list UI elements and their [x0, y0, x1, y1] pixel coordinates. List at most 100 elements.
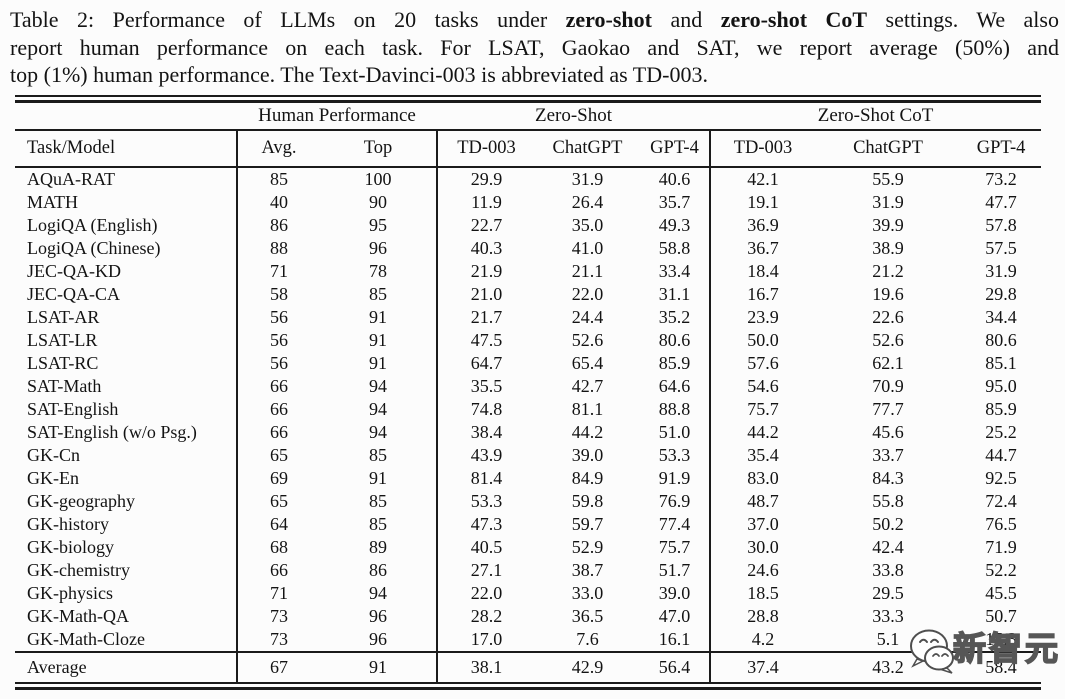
value-cell: 27.1: [436, 558, 535, 582]
value-cell: 29.9: [436, 166, 535, 191]
value-cell: 72.4: [985, 490, 1017, 511]
value-cell: 5.1: [876, 628, 900, 649]
value-cell: 57.8: [985, 214, 1017, 235]
task-name-cell: LSAT-LR: [27, 329, 98, 350]
table-row: LSAT-AR 56 91 21.7 24.4 35.2 23.9 22.6 34.4: [15, 305, 1041, 329]
task-name-cell: AQuA-RAT: [27, 168, 115, 189]
table-caption: Table 2: Performance of LLMs on 20 tasks…: [10, 6, 1059, 89]
value-cell: 21.7: [436, 305, 535, 329]
value-cell: 85: [369, 490, 387, 511]
value-cell: 52.2: [985, 559, 1017, 580]
column-header-zs-td003: TD-003: [436, 129, 535, 168]
value-cell: 38.1: [436, 650, 535, 684]
value-cell: 19.1: [709, 190, 816, 214]
value-cell: 84.9: [571, 467, 604, 488]
value-cell: 25.2: [985, 421, 1017, 442]
value-cell: 49.3: [658, 214, 691, 235]
value-cell: 51.7: [658, 559, 691, 580]
value-cell: 96: [369, 237, 387, 258]
column-header-zs-gpt4: GPT-4: [640, 129, 711, 168]
value-cell: 64: [236, 512, 320, 536]
value-cell: 24.4: [571, 306, 604, 327]
results-table: Human Performance Zero-Shot Zero-Shot Co…: [15, 100, 1042, 684]
value-cell: 73: [236, 627, 320, 652]
task-name-cell: GK-history: [27, 513, 109, 534]
task-name-cell: GK-chemistry: [27, 559, 130, 580]
value-cell: 33.7: [872, 444, 904, 465]
value-cell: 96: [369, 628, 387, 649]
value-cell: 28.2: [436, 604, 535, 628]
value-cell: 88.8: [658, 398, 691, 419]
value-cell: 39.9: [872, 214, 904, 235]
value-cell: 53.3: [658, 444, 691, 465]
value-cell: 84.3: [872, 467, 904, 488]
value-cell: 40.3: [436, 236, 535, 260]
value-cell: 33.3: [872, 605, 904, 626]
table-row: GK-Cn 65 85 43.9 39.0 53.3 35.4 33.7 44.7: [15, 443, 1041, 467]
table-row: GK-biology 68 89 40.5 52.9 75.7 30.0 42.4 71.9: [15, 535, 1041, 559]
value-cell: 16.7: [709, 282, 816, 306]
caption-line-1: Table 2: Performance of LLMs on 20 tasks…: [10, 6, 1059, 34]
value-cell: 11.9: [436, 190, 535, 214]
value-cell: 31.9: [872, 191, 904, 212]
task-name-cell: Average: [15, 650, 237, 684]
table-row: LogiQA (English) 86 95 22.7 35.0 49.3 36.9 39.9…: [15, 213, 1041, 237]
value-cell: 41.0: [571, 237, 604, 258]
value-cell: 31.1: [658, 283, 691, 304]
value-cell: 47.0: [658, 605, 691, 626]
value-cell: 52.6: [571, 329, 604, 350]
table-row: JEC-QA-CA 58 85 21.0 22.0 31.1 16.7 19.6 29.8: [15, 282, 1041, 306]
value-cell: 36.7: [709, 236, 816, 260]
value-cell: 96: [369, 605, 387, 626]
table-row: LSAT-RC 56 91 64.7 65.4 85.9 57.6 62.1 85.1: [15, 351, 1041, 375]
task-name-cell: GK-Math-QA: [27, 605, 129, 626]
value-cell: 89: [369, 536, 387, 557]
value-cell: 94: [369, 375, 387, 396]
value-cell: 22.0: [571, 283, 604, 304]
value-cell: 43.2: [815, 650, 962, 684]
caption-text: and: [651, 7, 721, 32]
value-cell: 94: [369, 398, 387, 419]
value-cell: 35.0: [571, 214, 604, 235]
value-cell: 95.0: [985, 375, 1017, 396]
table-row: GK-En 69 91 81.4 84.9 91.9 83.0 84.3 92.5: [15, 466, 1041, 490]
value-cell: 35.2: [658, 306, 691, 327]
table-row: GK-geography 65 85 53.3 59.8 76.9 48.7 55.8 72.4: [15, 489, 1041, 513]
table-body: AQuA-RAT 85 100 29.9 31.9 40.6 42.1 55.9 73.2 MAT…: [15, 166, 1041, 652]
column-header-task-model: Task/Model: [15, 129, 237, 168]
value-cell: 37.0: [709, 512, 816, 536]
value-cell: 57.5: [985, 237, 1017, 258]
value-cell: 85: [369, 283, 387, 304]
value-cell: 19.6: [872, 283, 904, 304]
value-cell: 35.7: [658, 191, 691, 212]
value-cell: 62.1: [872, 352, 904, 373]
value-cell: 51.0: [658, 421, 691, 442]
table-row: AQuA-RAT 85 100 29.9 31.9 40.6 42.1 55.9 73.2: [15, 166, 1041, 191]
value-cell: 91: [369, 467, 387, 488]
value-cell: 77.4: [658, 513, 691, 534]
value-cell: 65.4: [571, 352, 604, 373]
value-cell: 45.6: [872, 421, 904, 442]
table-row: GK-chemistry 66 86 27.1 38.7 51.7 24.6 33.8 52.2: [15, 558, 1041, 582]
value-cell: 73: [236, 604, 320, 628]
value-cell: 7.6: [576, 628, 599, 649]
value-cell: 68: [236, 535, 320, 559]
group-header-zero-shot-cot: Zero-Shot CoT: [710, 100, 1042, 131]
value-cell: 64.7: [436, 351, 535, 375]
value-cell: 100: [364, 168, 392, 189]
task-name-cell: LogiQA (English): [27, 214, 158, 235]
column-header-cot-td003: TD-003: [709, 129, 816, 168]
value-cell: 54.6: [709, 374, 816, 398]
value-cell: 34.4: [985, 306, 1017, 327]
bottom-thick-rule: [15, 686, 1041, 690]
value-cell: 21.9: [436, 259, 535, 283]
table-row: SAT-Math 66 94 35.5 42.7 64.6 54.6 70.9 95.0: [15, 374, 1041, 398]
value-cell: 55.9: [872, 168, 904, 189]
value-cell: 85: [369, 513, 387, 534]
task-name-cell: LSAT-AR: [27, 306, 100, 327]
value-cell: 40.5: [436, 535, 535, 559]
group-header-empty: [15, 100, 237, 131]
value-cell: 57.6: [709, 351, 816, 375]
task-name-cell: LogiQA (Chinese): [27, 237, 161, 258]
value-cell: 56: [236, 351, 320, 375]
